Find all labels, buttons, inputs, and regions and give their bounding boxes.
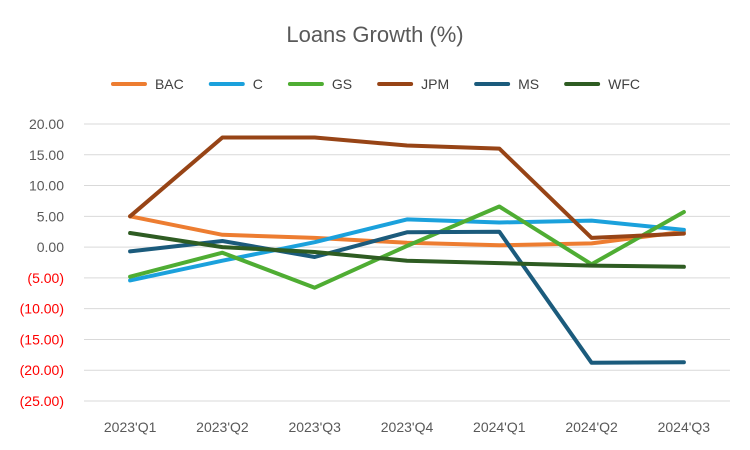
x-tick-label: 2024'Q1 <box>473 419 526 435</box>
legend-label: C <box>253 76 263 92</box>
series-line-jpm <box>128 135 686 240</box>
y-tick-label: (25.00) <box>20 393 64 409</box>
chart-title: Loans Growth (%) <box>286 22 463 47</box>
series-line-ms <box>128 229 686 365</box>
series-lines <box>128 135 686 365</box>
legend-item-gs: GS <box>287 76 352 92</box>
x-tick-label: 2023'Q1 <box>104 419 157 435</box>
y-tick-label: (20.00) <box>20 362 64 378</box>
legend-label: WFC <box>608 76 640 92</box>
y-tick-label: (5.00) <box>27 270 64 286</box>
y-tick-label: (15.00) <box>20 331 64 347</box>
x-tick-label: 2024'Q3 <box>658 419 711 435</box>
legend-item-ms: MS <box>474 76 539 92</box>
legend-item-jpm: JPM <box>377 76 449 92</box>
y-tick-label: 15.00 <box>29 147 64 163</box>
y-axis-tick-labels: 20.00 15.00 10.00 5.00 0.00 (5.00) (10.00) (15.… <box>20 116 65 409</box>
x-axis-tick-labels: 2023'Q1 2023'Q2 2023'Q3 2023'Q4 2024'Q1 2024'… <box>104 419 710 435</box>
legend-label: JPM <box>421 76 449 92</box>
gridlines <box>84 123 730 402</box>
legend-item-c: C <box>208 76 263 92</box>
legend-label: GS <box>332 76 352 92</box>
series-line-bac <box>128 214 686 248</box>
legend-label: BAC <box>155 76 184 92</box>
legend: BAC C GS JPM MS WFC <box>110 76 640 92</box>
legend-label: MS <box>518 76 539 92</box>
y-tick-label: 0.00 <box>37 239 64 255</box>
legend-item-wfc: WFC <box>564 76 640 92</box>
y-tick-label: 10.00 <box>29 178 64 194</box>
series-line-wfc <box>128 231 686 269</box>
y-tick-label: 20.00 <box>29 116 64 132</box>
x-tick-label: 2023'Q3 <box>288 419 341 435</box>
x-tick-label: 2024'Q2 <box>565 419 618 435</box>
legend-item-bac: BAC <box>110 76 184 92</box>
x-tick-label: 2023'Q2 <box>196 419 249 435</box>
y-tick-label: (10.00) <box>20 301 64 317</box>
x-tick-label: 2023'Q4 <box>381 419 434 435</box>
series-line-c <box>128 217 686 283</box>
y-tick-label: 5.00 <box>37 208 64 224</box>
